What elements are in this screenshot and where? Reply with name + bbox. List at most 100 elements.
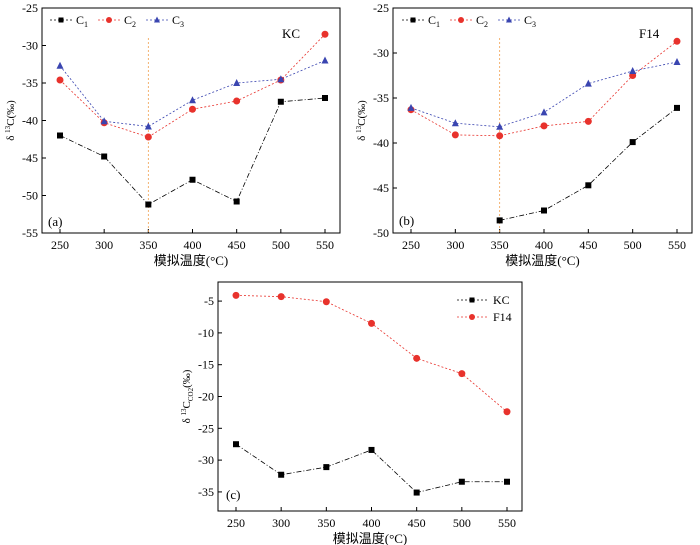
series-C2 [407,37,681,140]
x-tick-label: 400 [184,238,202,252]
x-axis-label: 模拟温度(°C) [154,253,229,268]
y-label-element: C [181,401,193,408]
y-tick-label: -30 [198,453,214,467]
legend-label-base: C [76,13,84,27]
y-tick-label: -45 [22,151,38,165]
x-tick-label: 500 [272,238,290,252]
legend-marker [410,17,416,23]
y-label-element: C(‰) [5,100,17,126]
x-tick-label: 450 [228,238,246,252]
y-axis-label: δ 13CCO2(‰) [180,369,195,423]
y-tick-label: -35 [22,76,38,90]
x-tick-label: 400 [363,516,381,530]
y-tick-label: -35 [373,91,389,105]
panel-1: -25 -30 -35 -40 -45 -50 250 300 350 400 450 500 550 模… [355,1,693,268]
data-point [321,30,329,38]
legend-label: C3 [524,13,536,29]
data-point [277,98,284,105]
x-tick-label: 400 [535,238,553,252]
data-point [458,370,466,378]
data-point [232,291,240,299]
y-label-delta: δ [356,133,368,141]
series-line [59,97,326,206]
x-tick-label: 450 [408,516,426,530]
sample-annotation: F14 [639,26,660,41]
panel-label: (b) [399,213,414,228]
data-point [56,61,64,69]
data-point [413,489,420,496]
x-tick-label: 350 [491,238,509,252]
y-tick-label: -50 [373,226,389,240]
series-line [410,40,678,137]
data-point [278,471,285,478]
legend-label-subscript: 3 [180,20,184,29]
x-tick-label: 300 [95,238,113,252]
legend: C1 C2 C3 [402,13,536,29]
y-tick-label: -50 [22,189,38,203]
x-tick-label: 500 [453,516,471,530]
x-tick-label: 550 [316,238,334,252]
y-tick-label: -5 [204,294,214,308]
legend-label: C2 [124,13,136,29]
panel-label: (c) [226,487,240,502]
plot-frame [392,7,693,234]
legend-marker [58,17,64,23]
data-point [101,153,108,160]
legend-label-subscript: 2 [132,20,136,29]
data-point [584,117,592,125]
x-tick-label: 250 [51,238,69,252]
data-point [323,464,330,471]
legend-marker [469,314,475,320]
data-point [540,122,548,130]
legend-label-base: C [476,13,484,27]
x-tick-label: 250 [402,238,420,252]
panel-label: (a) [48,214,62,229]
series-F14 [232,291,511,416]
data-point [233,97,241,105]
data-point [629,67,637,74]
y-tick-label: -40 [373,136,389,150]
series-line [235,294,508,413]
data-point [56,76,64,84]
data-point [57,132,63,139]
data-point [189,176,196,183]
y-tick-label: -25 [22,1,38,15]
data-point [322,95,328,101]
x-tick-label: 250 [227,516,245,530]
legend-label: C2 [476,13,488,29]
y-tick-label: -25 [373,1,389,15]
data-point [277,75,285,83]
x-axis-label: 模拟温度(°C) [333,531,408,545]
y-label-delta: δ [181,415,193,423]
legend-label: KC [493,293,510,307]
y-axis-label: δ 13C(‰) [355,100,368,141]
legend-label: C3 [172,13,184,29]
legend-label: C1 [428,13,440,29]
series-C3 [56,56,329,130]
y-tick-label: -15 [198,358,214,372]
y-tick-label: -40 [22,114,38,128]
legend-label-base: C [172,13,180,27]
x-tick-label: 450 [579,238,597,252]
data-point [407,103,415,111]
legend-marker [106,17,112,23]
data-point [673,37,681,45]
data-point [585,182,592,189]
y-label-subscript: CO2 [187,387,195,401]
legend-label-base: C [524,13,532,27]
legend-marker [469,297,475,303]
legend-label-subscript: 2 [484,20,488,29]
data-point [322,298,330,306]
y-tick-label: -10 [198,326,214,340]
legend-label-subscript: 1 [436,20,440,29]
data-point [504,478,510,485]
legend-marker [154,16,160,23]
panel-2: -5 -10 -15 -20 -25 -30 -35 250 300 350 400 450 500 55… [180,281,523,545]
plot-frame [41,7,341,234]
y-label-superscript: 13 [180,408,188,416]
data-point [503,408,511,416]
plot-frame [217,281,523,512]
x-axis-label: 模拟温度(°C) [505,253,580,268]
legend-label: F14 [493,310,512,324]
